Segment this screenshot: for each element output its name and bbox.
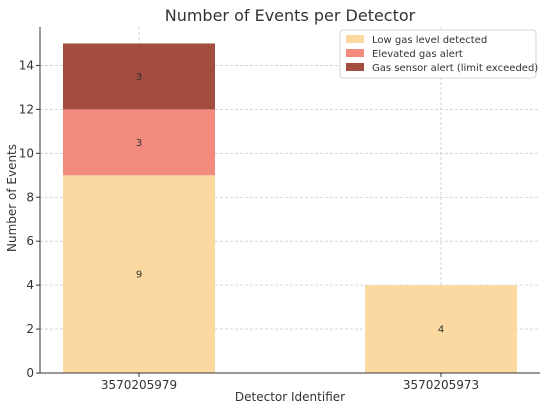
legend-swatch: [346, 35, 364, 43]
legend-label: Low gas level detected: [372, 35, 487, 46]
y-tick-label: 6: [26, 234, 34, 248]
y-tick-label: 12: [19, 102, 34, 116]
data-labels: 9 3 3 4: [136, 72, 444, 336]
y-tick-label: 4: [26, 278, 34, 292]
x-axis-label: Detector Identifier: [235, 390, 345, 404]
legend-label: Elevated gas alert: [372, 49, 463, 60]
bar-value-label: 3: [136, 138, 142, 149]
legend-label: Gas sensor alert (limit exceeded): [372, 63, 538, 74]
y-tick-label: 8: [26, 190, 34, 204]
x-tick-label: 3570205979: [101, 378, 177, 392]
chart-title: Number of Events per Detector: [165, 6, 416, 25]
bar-value-label: 3: [136, 72, 142, 83]
bar-segment: [63, 175, 215, 373]
bar-value-label: 9: [136, 270, 142, 281]
x-tick-label: 3570205973: [403, 378, 479, 392]
bar-segment: [365, 285, 517, 373]
bar-value-label: 4: [438, 325, 444, 336]
legend-box: [339, 29, 537, 79]
bar-segment: [63, 109, 215, 176]
bars: [63, 43, 517, 373]
y-axis-label: Number of Events: [5, 144, 19, 252]
axes: 0 2 4 6 8 10 12 14 3570205979 3570205973: [19, 27, 540, 392]
y-tick-label: 2: [26, 322, 34, 336]
y-tick-label: 14: [19, 58, 34, 72]
y-tick-label: 10: [19, 146, 34, 160]
legend-swatch: [346, 49, 364, 57]
y-tick-label: 0: [26, 366, 34, 380]
legend: Low gas level detected Elevated gas alert…: [339, 29, 538, 79]
bar-segment: [63, 43, 215, 110]
legend-swatch: [346, 63, 364, 71]
